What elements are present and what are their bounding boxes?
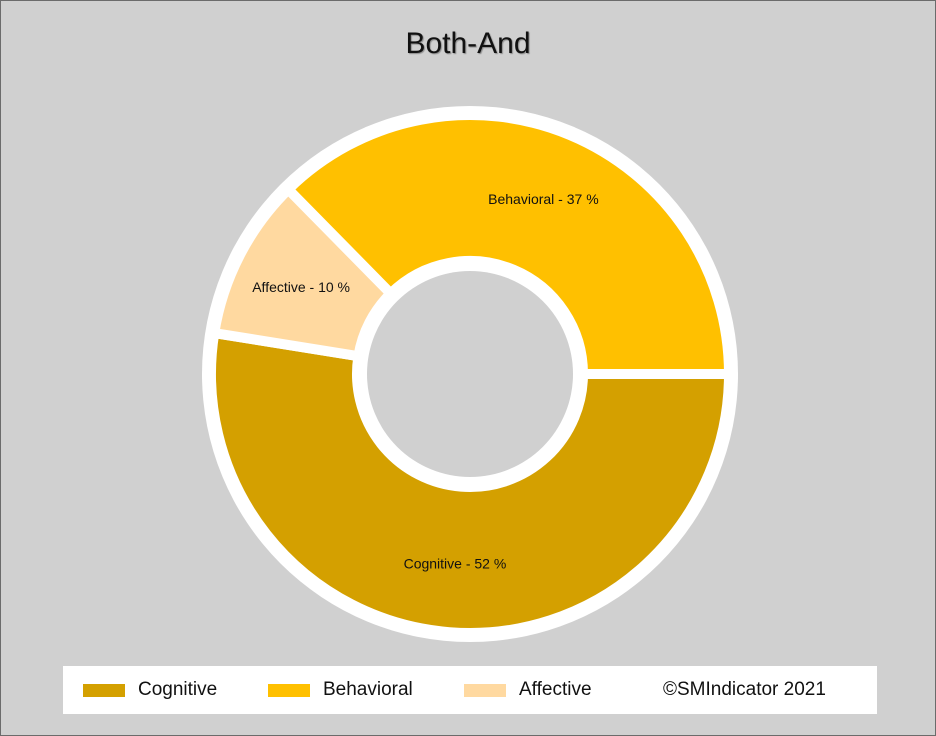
donut-hole (367, 271, 573, 477)
legend: Cognitive Behavioral Affective ©SMIndica… (63, 666, 877, 714)
slice-label-behavioral: Behavioral - 37 % (488, 191, 599, 207)
legend-item-cognitive: Cognitive (83, 666, 217, 714)
legend-label-affective: Affective (519, 679, 592, 700)
donut-chart: Cognitive - 52 % Affective - 10 % Behavior… (202, 106, 738, 642)
donut-slices (202, 106, 738, 642)
legend-item-affective: Affective (464, 666, 592, 714)
legend-swatch-cognitive (83, 683, 125, 697)
slice-label-affective: Affective - 10 % (252, 279, 350, 295)
slice-label-cognitive: Cognitive - 52 % (404, 555, 507, 571)
legend-label-behavioral: Behavioral (323, 679, 413, 700)
chart-title: Both-And (405, 27, 531, 60)
legend-swatch-affective (464, 683, 506, 697)
slice-labels: Cognitive - 52 % Affective - 10 % Behavior… (252, 191, 598, 572)
copyright-text: ©SMIndicator 2021 (663, 679, 826, 700)
legend-label-cognitive: Cognitive (138, 679, 218, 700)
legend-item-behavioral: Behavioral (268, 666, 413, 714)
legend-swatch-behavioral (268, 683, 310, 697)
